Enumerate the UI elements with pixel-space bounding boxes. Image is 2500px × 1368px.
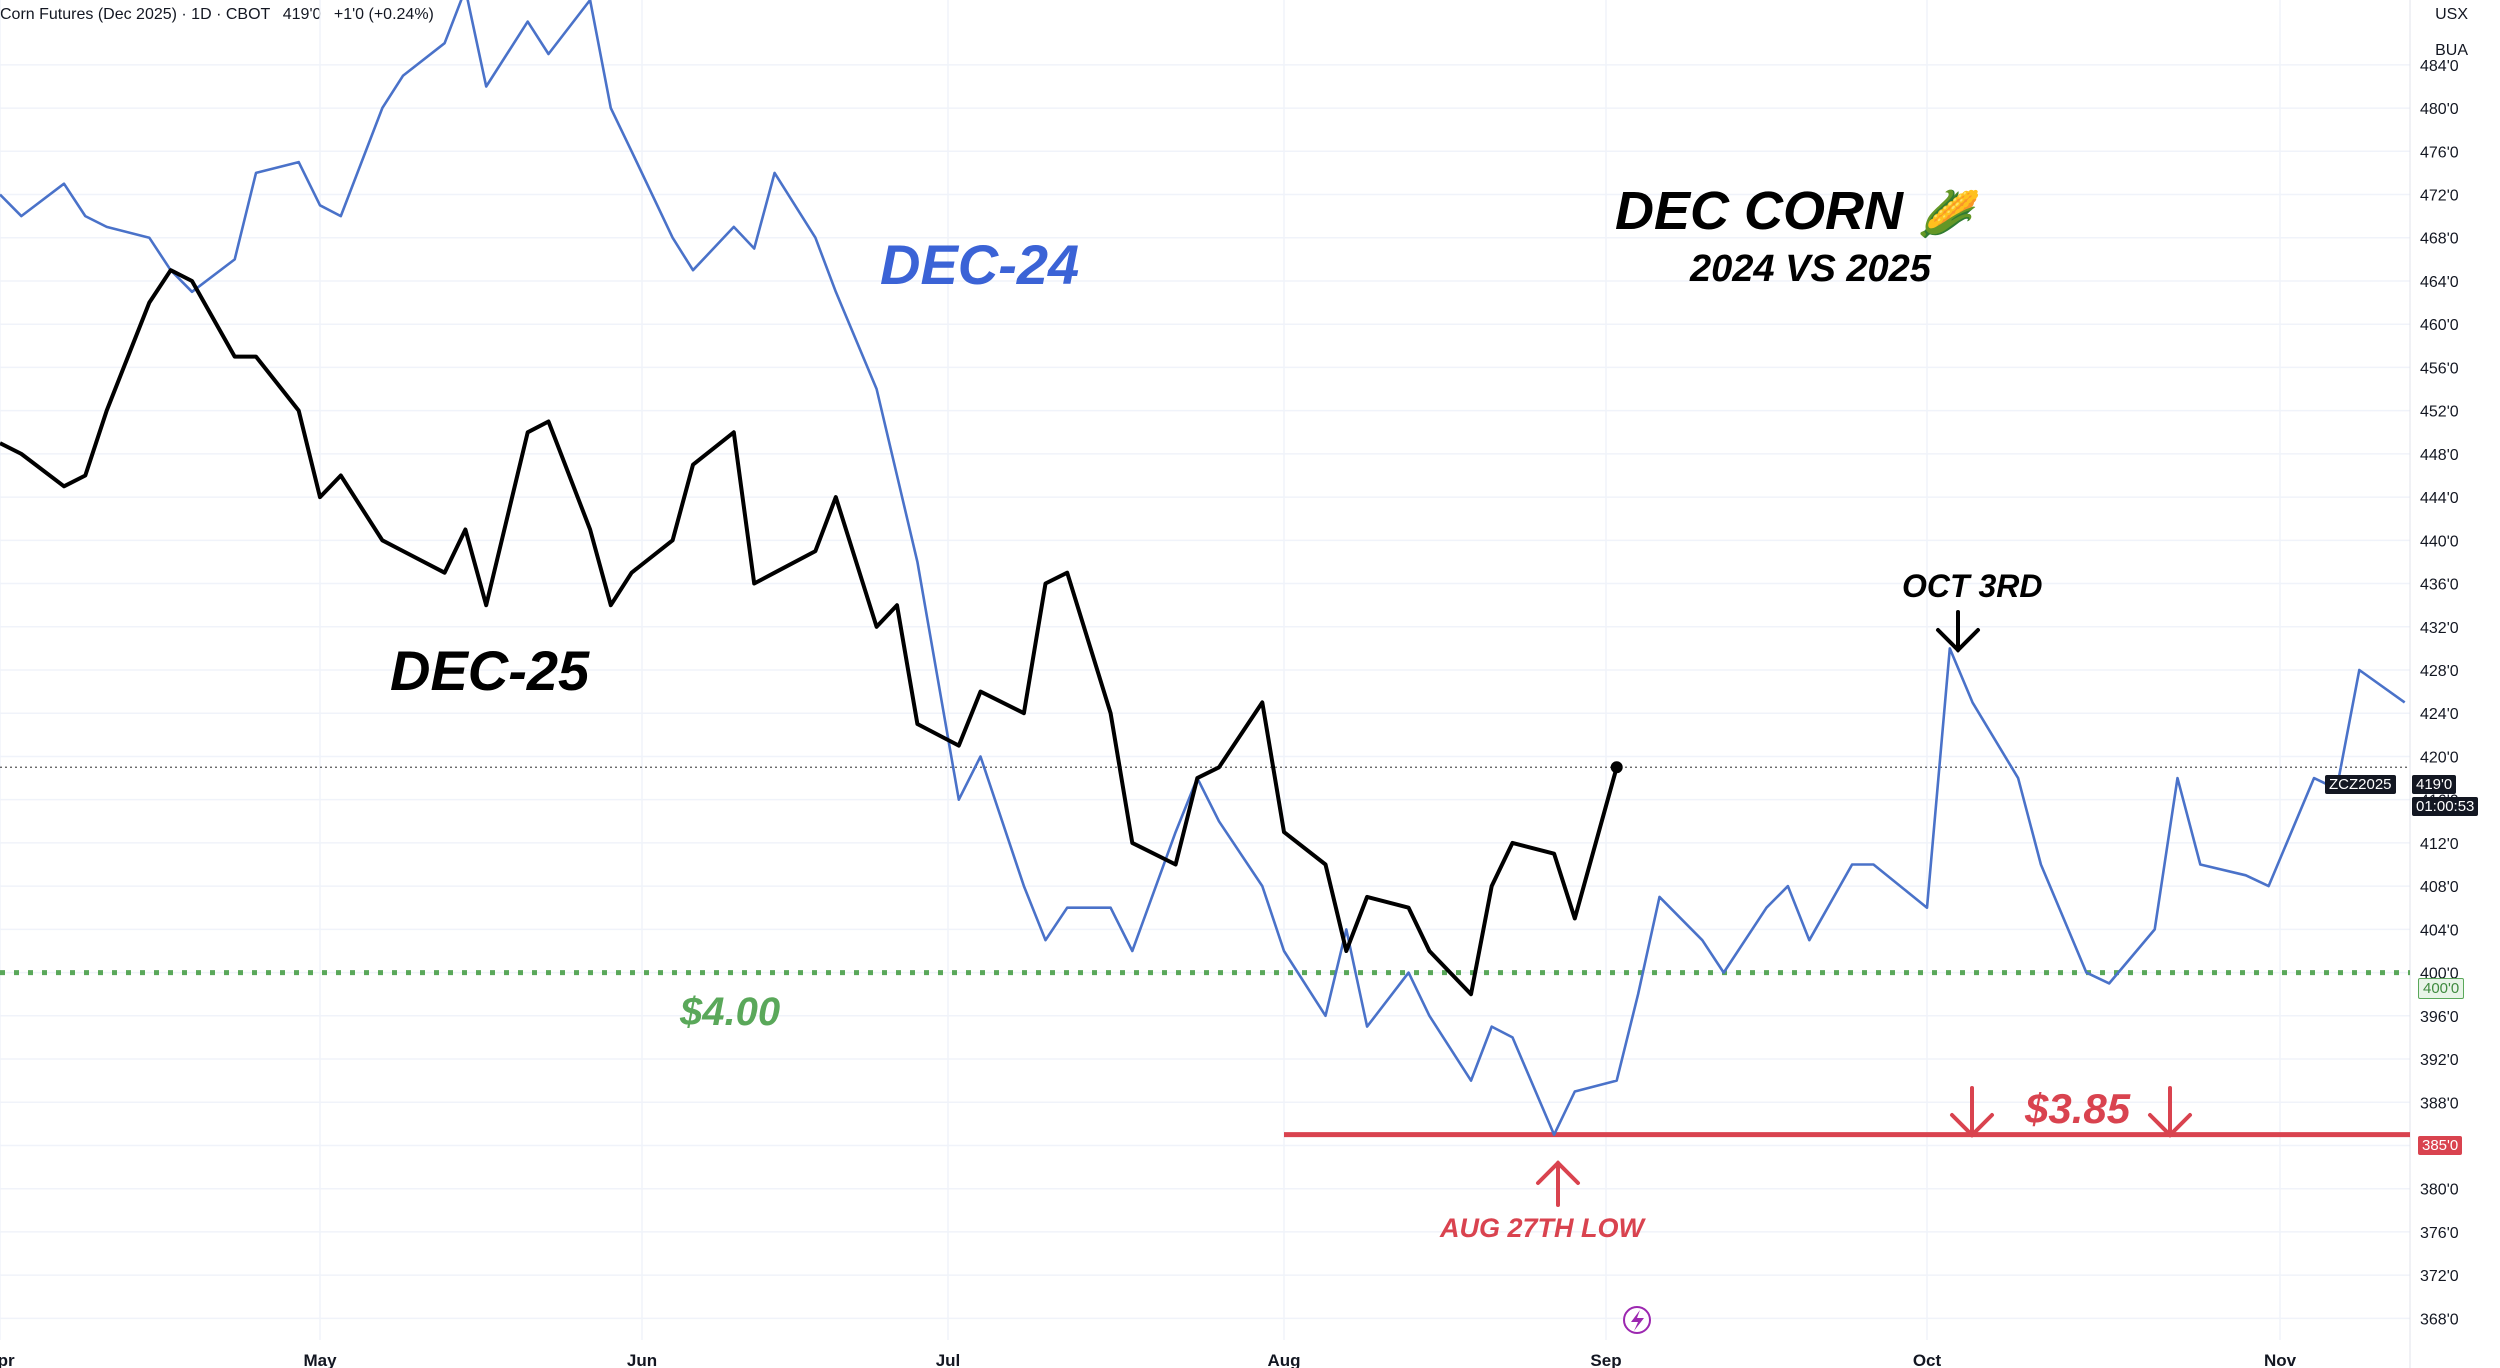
x-tick-label: Oct <box>1913 1351 1942 1368</box>
dec24-label: DEC-24 <box>880 233 1080 296</box>
current-price-tag: 419'0 <box>2412 775 2457 794</box>
corn-icon: 🌽 <box>1918 190 1973 239</box>
x-tick-label: Sep <box>1590 1351 1621 1368</box>
y-tick-label: 456'0 <box>2420 360 2459 377</box>
last-price: 419'0 <box>282 6 322 23</box>
series-line-dec-24 <box>0 0 2406 1136</box>
y-tick-label: 368'0 <box>2420 1311 2459 1328</box>
horizontal-levels <box>0 766 2410 1138</box>
lightning-icon <box>1623 1306 1651 1334</box>
y-tick-label: 476'0 <box>2420 144 2459 161</box>
x-tick-label: May <box>303 1351 337 1368</box>
y-tick-label: 480'0 <box>2420 101 2459 118</box>
y-tick-label: 432'0 <box>2420 620 2459 637</box>
y-tick-label: 396'0 <box>2420 1009 2459 1026</box>
last-price-point <box>1610 761 1623 774</box>
y-tick-label: 464'0 <box>2420 274 2459 291</box>
y-tick-label: 440'0 <box>2420 533 2459 550</box>
support-385-label: $3.85 <box>2025 1085 2131 1132</box>
y-tick-label: 408'0 <box>2420 879 2459 896</box>
x-tick-label: Nov <box>2264 1351 2297 1368</box>
y-tick-label: 424'0 <box>2420 706 2459 723</box>
down-arrow-left-icon <box>1950 1086 1994 1138</box>
y-tick-label: 380'0 <box>2420 1182 2459 1199</box>
y-tick-label: 460'0 <box>2420 317 2459 334</box>
symbol-title: Corn Futures (Dec 2025) · 1D · CBOT <box>0 6 271 23</box>
down-arrow-right-icon <box>2148 1086 2192 1138</box>
quantity-unit: BUA <box>2435 42 2468 59</box>
chart-header: Corn Futures (Dec 2025) · 1D · CBOT 419'… <box>0 6 442 24</box>
y-tick-label: 436'0 <box>2420 577 2459 594</box>
y-tick-label: 468'0 <box>2420 231 2459 248</box>
annotation-arrows <box>1536 610 2192 1334</box>
support-400-label: $4.00 <box>680 990 781 1034</box>
level-400-tag: 400'0 <box>2418 978 2465 999</box>
x-tick-label: Aug <box>1267 1351 1300 1368</box>
countdown-tag: 01:00:53 <box>2412 797 2479 816</box>
oct3-arrow-icon <box>1936 610 1980 653</box>
x-tick-label: Jun <box>627 1351 657 1368</box>
x-tick-label: Jul <box>936 1351 961 1368</box>
y-tick-label: 472'0 <box>2420 188 2459 205</box>
dec-corn-subtitle: 2024 VS 2025 <box>1690 248 1931 290</box>
y-tick-label: 428'0 <box>2420 663 2459 680</box>
ticker-tag: ZCZ2025 <box>2325 775 2396 794</box>
aug27-arrow-icon <box>1536 1160 1580 1207</box>
y-tick-label: 376'0 <box>2420 1225 2459 1242</box>
dec25-label: DEC-25 <box>390 639 590 702</box>
y-tick-label: 448'0 <box>2420 447 2459 464</box>
y-tick-label: 484'0 <box>2420 58 2459 75</box>
y-tick-label: 452'0 <box>2420 404 2459 421</box>
y-tick-label: 412'0 <box>2420 836 2459 853</box>
grid <box>0 0 2411 1368</box>
series-line-dec-25 <box>0 268 1619 997</box>
price-change: +1'0 (+0.24%) <box>333 6 434 23</box>
y-tick-label: 444'0 <box>2420 490 2459 507</box>
x-axis-ticks: Apr May Jun Jul Aug Sep Oct Nov <box>0 1351 2297 1368</box>
y-tick-label: 372'0 <box>2420 1268 2459 1285</box>
aug27-label: AUG 27TH LOW <box>1440 1213 1645 1243</box>
oct3-label: OCT 3RD <box>1902 568 2043 604</box>
currency-unit: USX <box>2435 6 2468 23</box>
title-line1: DEC CORN <box>1615 181 1904 241</box>
y-tick-label: 388'0 <box>2420 1095 2459 1112</box>
x-tick-label: Apr <box>0 1351 15 1368</box>
series-lines <box>0 0 2406 1136</box>
dec-corn-title: DEC CORN 🌽 <box>1615 180 1973 242</box>
y-tick-label: 392'0 <box>2420 1052 2459 1069</box>
y-tick-label: 420'0 <box>2420 749 2459 766</box>
level-385-tag: 385'0 <box>2418 1136 2463 1155</box>
y-axis-ticks: 368'0372'0376'0380'0384'0388'0392'0396'0… <box>2420 58 2459 1329</box>
y-tick-label: 404'0 <box>2420 922 2459 939</box>
